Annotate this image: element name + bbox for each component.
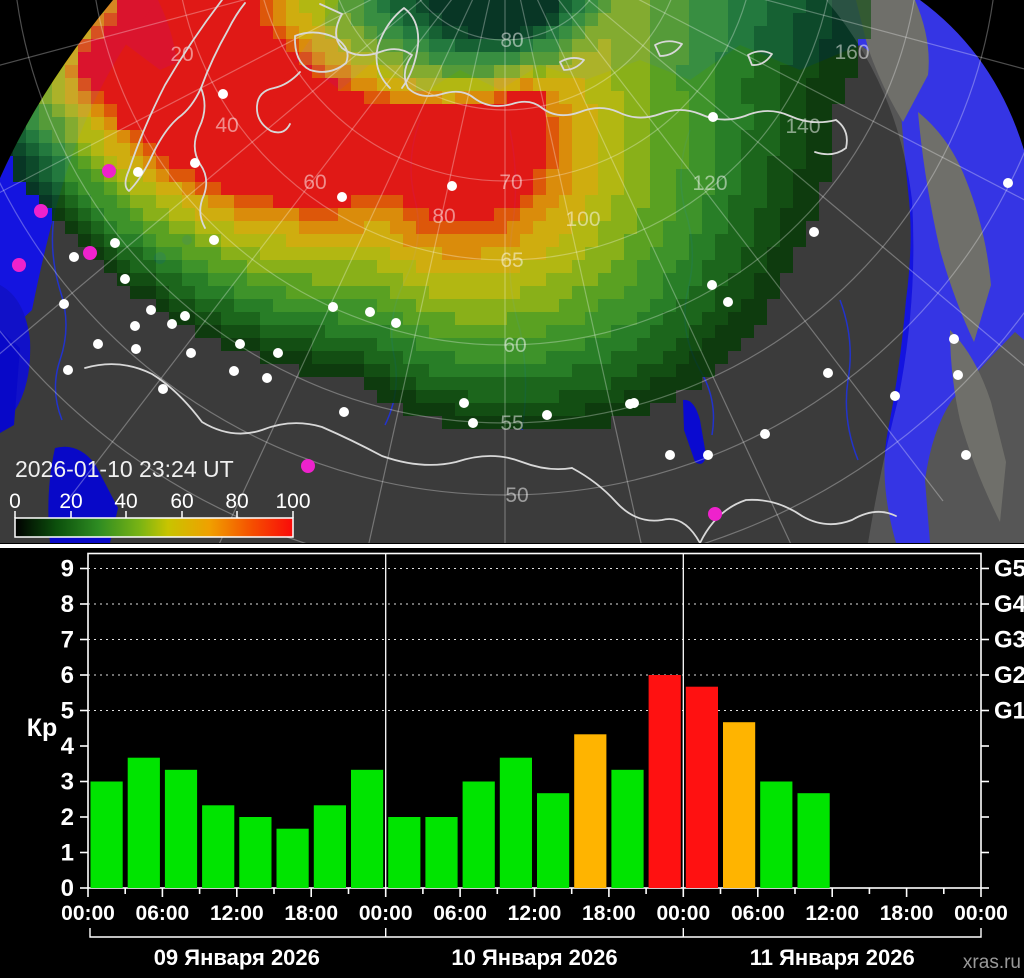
svg-text:00:00: 00:00 xyxy=(954,902,1008,925)
svg-text:09 Января 2026: 09 Января 2026 xyxy=(154,945,320,970)
svg-text:2: 2 xyxy=(61,804,74,831)
svg-text:G2: G2 xyxy=(994,662,1024,689)
svg-text:12:00: 12:00 xyxy=(210,902,264,925)
svg-text:0: 0 xyxy=(61,875,74,902)
svg-text:1: 1 xyxy=(61,840,74,867)
svg-text:55: 55 xyxy=(500,412,523,435)
svg-text:G1: G1 xyxy=(994,698,1024,725)
svg-text:4: 4 xyxy=(61,733,75,760)
svg-text:06:00: 06:00 xyxy=(136,902,190,925)
svg-text:18:00: 18:00 xyxy=(880,902,934,925)
svg-text:100: 100 xyxy=(275,490,310,513)
svg-text:7: 7 xyxy=(61,627,74,654)
svg-text:G5: G5 xyxy=(994,556,1024,583)
svg-text:8: 8 xyxy=(61,591,74,618)
svg-text:140: 140 xyxy=(785,115,820,138)
svg-text:50: 50 xyxy=(505,484,528,507)
svg-text:160: 160 xyxy=(834,41,869,64)
svg-text:70: 70 xyxy=(499,171,522,194)
svg-text:xras.ru: xras.ru xyxy=(963,952,1021,973)
svg-text:60: 60 xyxy=(170,490,193,513)
svg-text:11 Января 2026: 11 Января 2026 xyxy=(750,945,915,970)
svg-text:100: 100 xyxy=(565,208,600,231)
svg-text:40: 40 xyxy=(215,114,238,137)
svg-text:G4: G4 xyxy=(994,591,1024,618)
svg-text:06:00: 06:00 xyxy=(731,902,785,925)
svg-text:12:00: 12:00 xyxy=(805,902,859,925)
svg-text:65: 65 xyxy=(500,249,523,272)
svg-text:80: 80 xyxy=(500,29,523,52)
svg-text:0: 0 xyxy=(9,490,21,513)
svg-text:6: 6 xyxy=(61,662,74,689)
svg-text:60: 60 xyxy=(503,334,526,357)
svg-text:80: 80 xyxy=(225,490,248,513)
svg-text:10 Января 2026: 10 Января 2026 xyxy=(451,945,617,970)
svg-text:60: 60 xyxy=(303,171,326,194)
svg-text:00:00: 00:00 xyxy=(656,902,710,925)
svg-text:00:00: 00:00 xyxy=(359,902,413,925)
svg-text:18:00: 18:00 xyxy=(284,902,338,925)
svg-text:20: 20 xyxy=(170,43,193,66)
svg-text:G3: G3 xyxy=(994,627,1024,654)
svg-text:3: 3 xyxy=(61,769,74,796)
svg-text:40: 40 xyxy=(114,490,137,513)
svg-text:12:00: 12:00 xyxy=(508,902,562,925)
svg-text:20: 20 xyxy=(59,490,82,513)
svg-text:120: 120 xyxy=(692,172,727,195)
svg-text:18:00: 18:00 xyxy=(582,902,636,925)
svg-text:2026-01-10 23:24 UT: 2026-01-10 23:24 UT xyxy=(15,456,234,482)
svg-text:Кр: Кр xyxy=(27,714,58,742)
svg-text:00:00: 00:00 xyxy=(61,902,115,925)
svg-text:5: 5 xyxy=(61,698,74,725)
svg-text:06:00: 06:00 xyxy=(433,902,487,925)
svg-text:80: 80 xyxy=(432,205,455,228)
svg-text:9: 9 xyxy=(61,556,74,583)
